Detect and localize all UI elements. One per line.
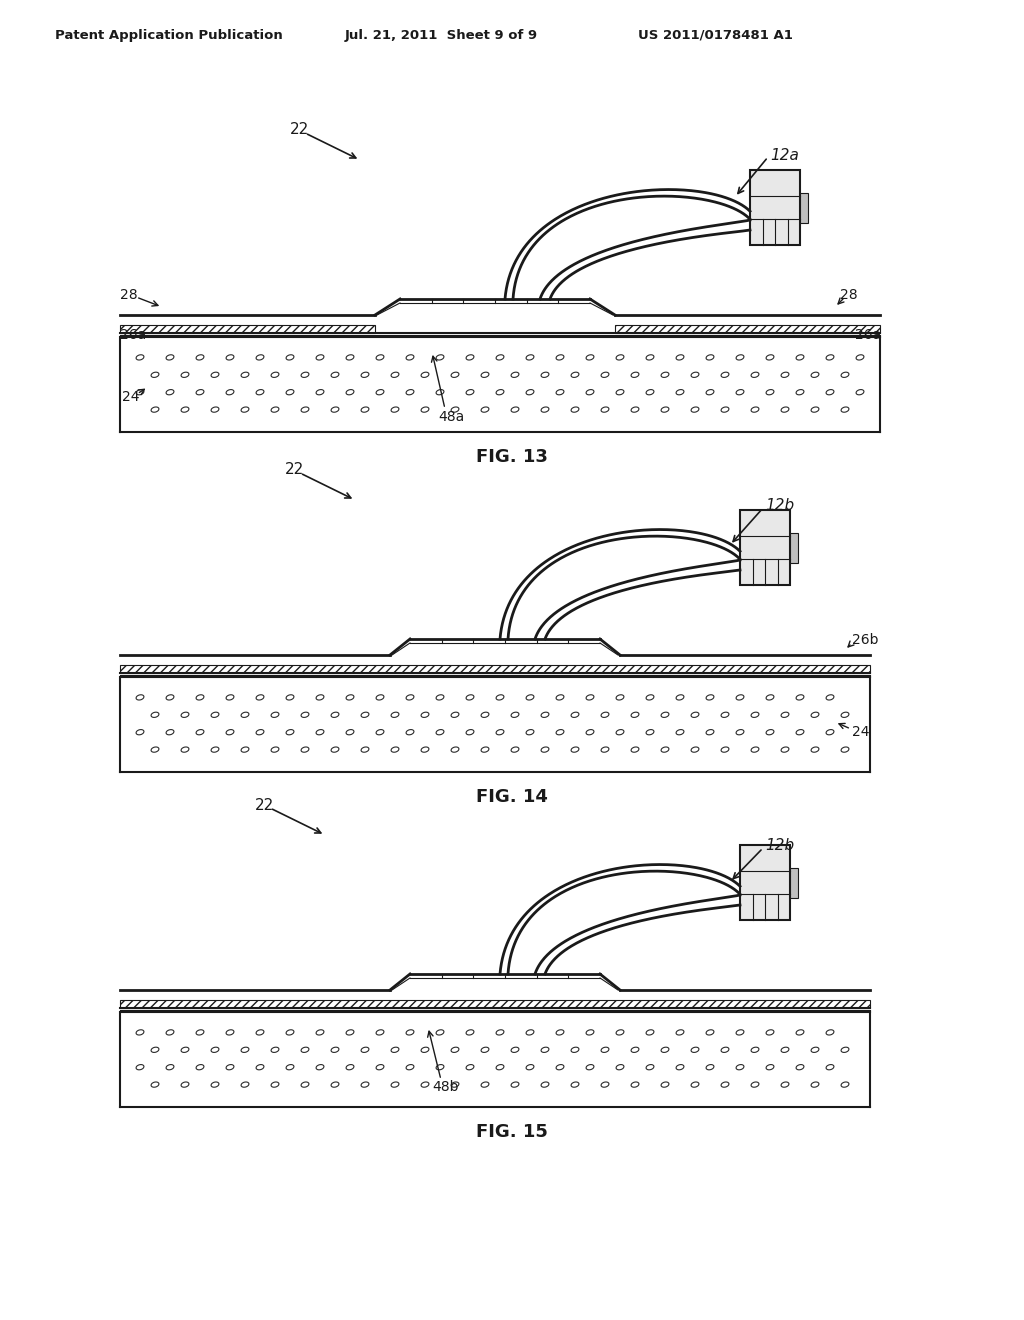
Text: 12a: 12a <box>770 148 799 162</box>
Text: 28: 28 <box>840 288 858 302</box>
Bar <box>740 845 790 920</box>
Bar <box>790 867 798 898</box>
Text: 12b: 12b <box>765 498 795 512</box>
Bar <box>615 325 880 333</box>
Text: 26a: 26a <box>855 327 882 342</box>
Text: 22: 22 <box>290 123 309 137</box>
Text: 48a: 48a <box>438 411 464 424</box>
Text: 22: 22 <box>285 462 304 478</box>
Text: 48b: 48b <box>432 1080 459 1094</box>
Bar <box>750 170 800 246</box>
Text: 26a: 26a <box>120 327 146 342</box>
Text: 12b: 12b <box>765 837 795 853</box>
Bar <box>740 510 790 585</box>
Text: 26b: 26b <box>852 634 879 647</box>
Bar <box>120 325 375 333</box>
Bar <box>120 665 870 673</box>
Text: FIG. 14: FIG. 14 <box>476 788 548 807</box>
Text: Jul. 21, 2011  Sheet 9 of 9: Jul. 21, 2011 Sheet 9 of 9 <box>345 29 539 41</box>
Bar <box>800 193 808 223</box>
Text: Patent Application Publication: Patent Application Publication <box>55 29 283 41</box>
Text: 22: 22 <box>255 797 274 813</box>
Bar <box>120 1001 870 1008</box>
Text: 24: 24 <box>852 725 869 739</box>
Text: 28: 28 <box>120 288 137 302</box>
Text: FIG. 13: FIG. 13 <box>476 447 548 466</box>
Bar <box>790 532 798 562</box>
Text: 24: 24 <box>122 389 139 404</box>
Text: US 2011/0178481 A1: US 2011/0178481 A1 <box>638 29 793 41</box>
Text: FIG. 15: FIG. 15 <box>476 1123 548 1140</box>
